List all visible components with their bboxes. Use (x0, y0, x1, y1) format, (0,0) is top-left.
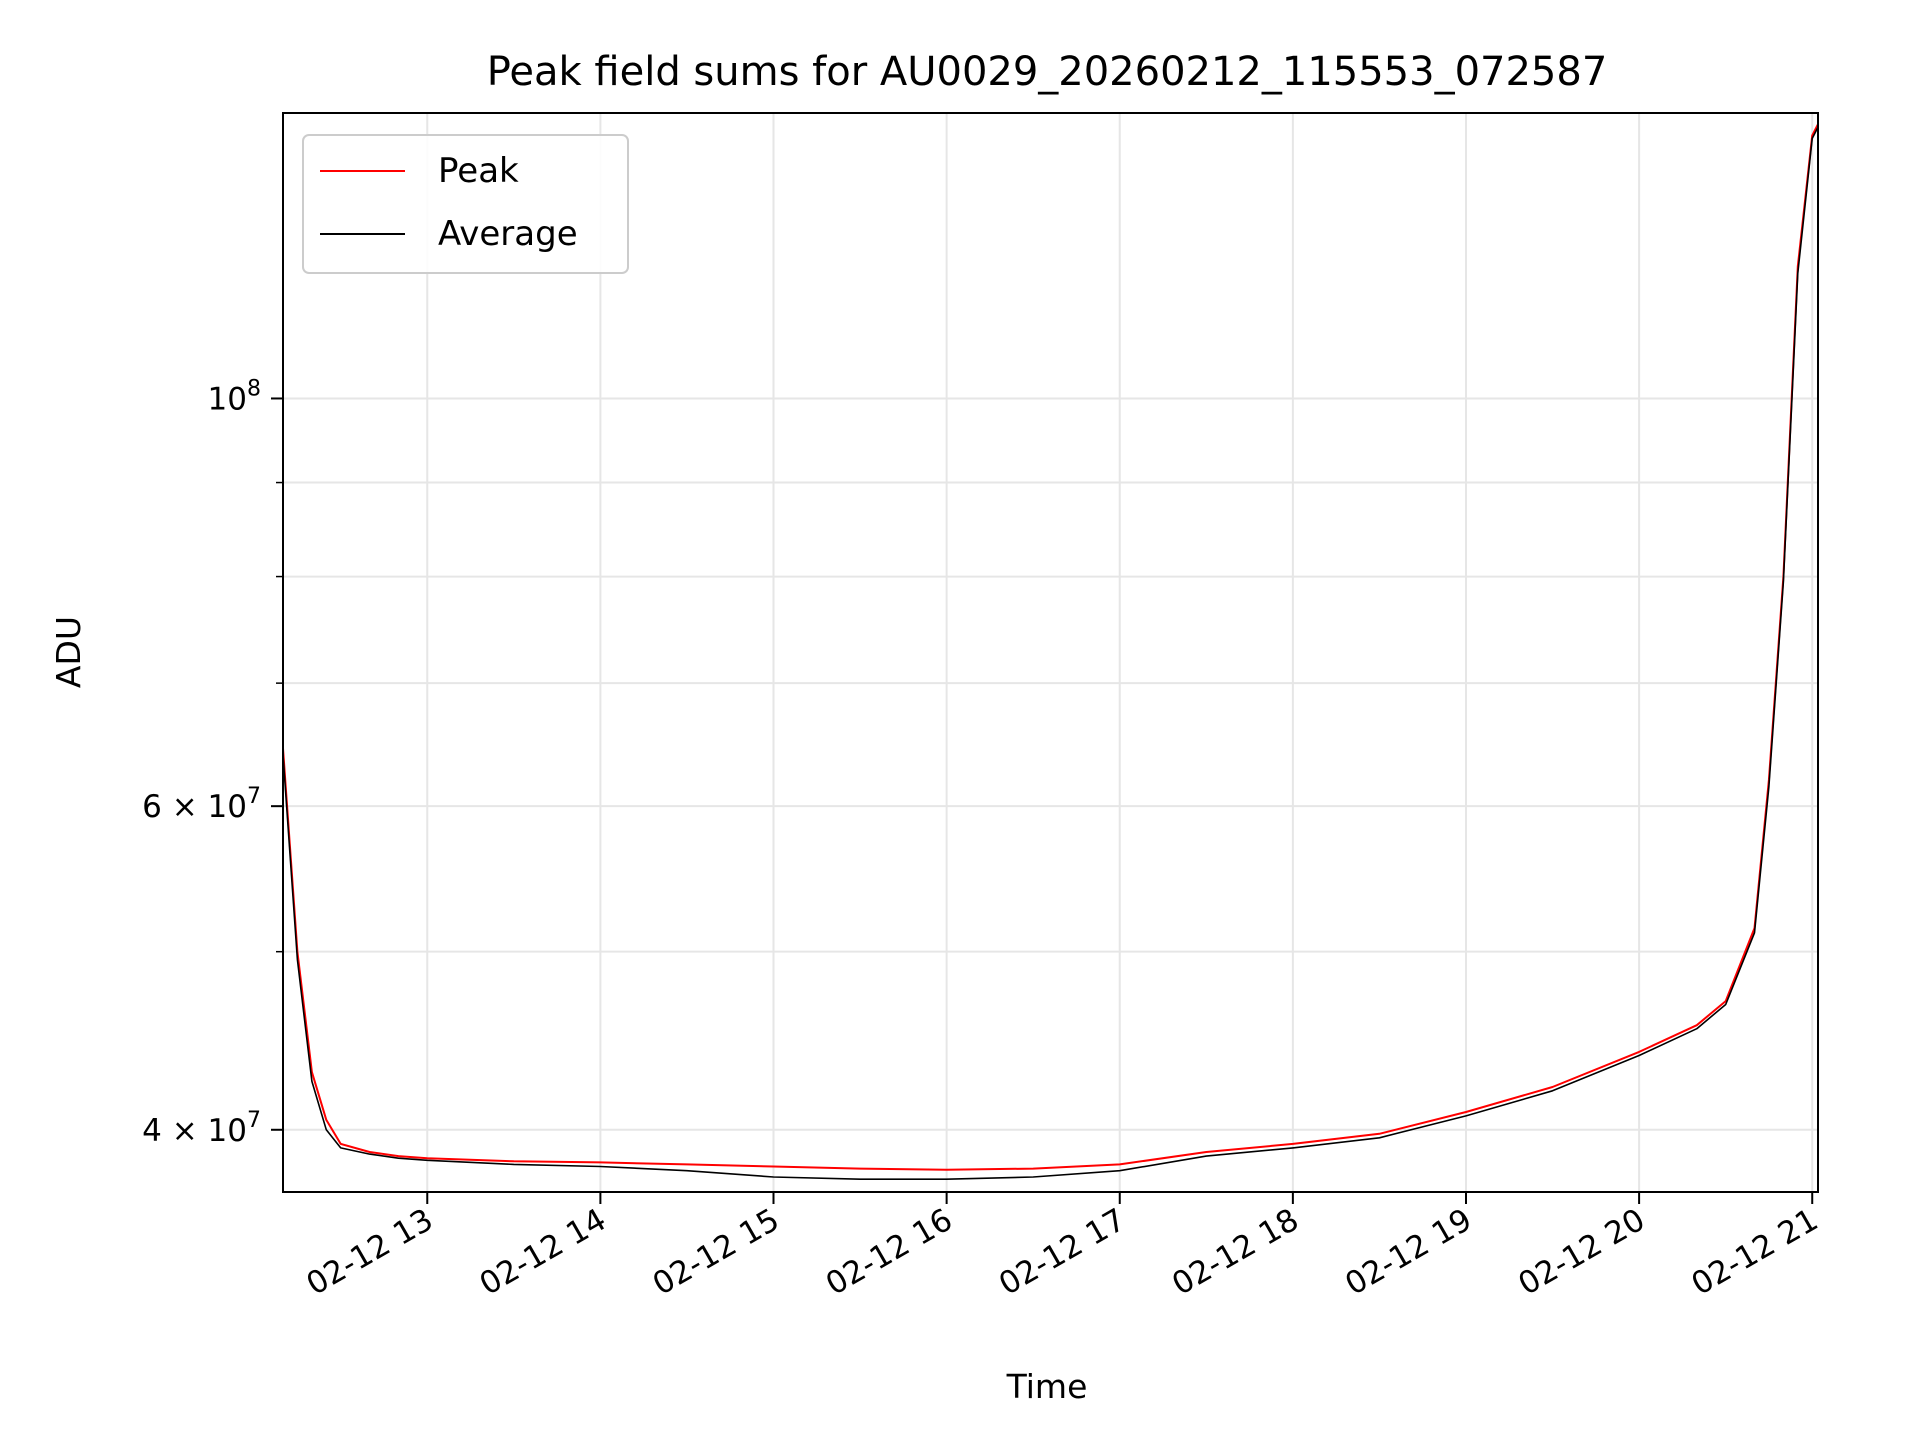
series-line-average (282, 126, 1819, 1180)
chart-title: Peak field sums for AU0029_20260212_1155… (487, 49, 1608, 95)
grid (283, 113, 1818, 1192)
legend-label-average: Average (438, 214, 578, 254)
series-layer (282, 123, 1819, 1180)
plot-frame (282, 112, 1819, 1193)
x-axis-label: Time (1006, 1367, 1088, 1406)
y-tick-label: 108 (208, 376, 261, 417)
y-axis-label: ADU (49, 616, 88, 688)
legend-label-peak: Peak (438, 151, 519, 191)
legend: Peak Average (302, 134, 629, 274)
y-tick-label: 4 × 107 (142, 1108, 261, 1149)
y-tick-label: 6 × 107 (142, 784, 261, 825)
legend-box (302, 134, 629, 274)
